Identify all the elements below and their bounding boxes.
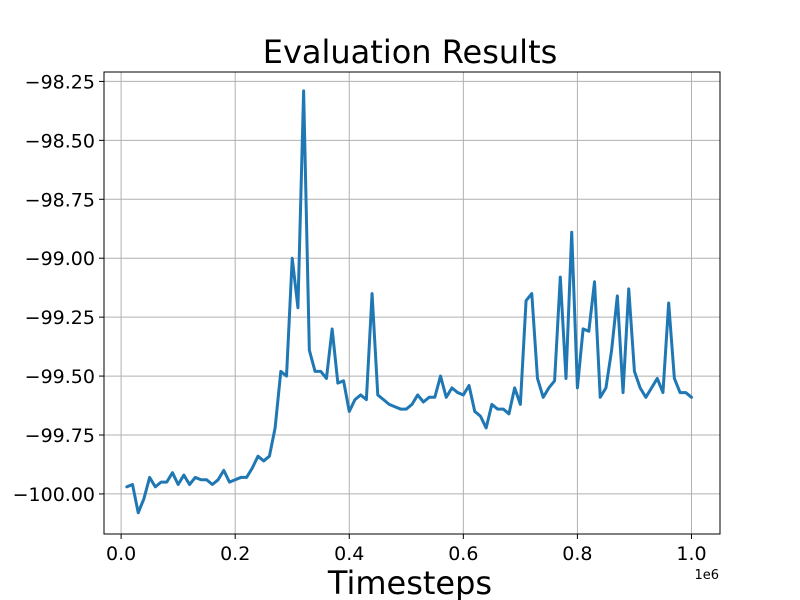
y-tick-label: −98.75 (25, 189, 95, 211)
chart-title: Evaluation Results (263, 33, 558, 71)
plot-frame (103, 71, 721, 535)
y-tick-label: −99.25 (25, 307, 95, 329)
x-tick-label: 0.2 (220, 543, 250, 565)
x-axis-label: Timesteps (327, 564, 492, 600)
x-tick-label: 1.0 (676, 543, 706, 565)
y-tick-label: −99.00 (25, 248, 95, 270)
x-tick-label: 0.6 (448, 543, 478, 565)
x-tick-label: 0.8 (562, 543, 592, 565)
x-axis: 0.0 0.2 0.4 0.6 0.8 1.0 (106, 534, 707, 565)
y-tick-label: −99.75 (25, 425, 95, 447)
x-tick-label: 0.4 (334, 543, 364, 565)
y-axis: −98.25 −98.50 −98.75 −99.00 −99.25 −99.50 −99.… (13, 71, 104, 506)
y-tick-label: −98.50 (25, 130, 95, 152)
y-tick-label: −99.50 (25, 366, 95, 388)
x-tick-label: 0.0 (106, 543, 136, 565)
x-offset-label: 1e6 (694, 568, 719, 583)
y-tick-label: −100.00 (13, 484, 95, 506)
series-line (125, 89, 693, 515)
grid (104, 72, 720, 534)
series-line-group (125, 89, 693, 515)
y-tick-label: −98.25 (25, 71, 95, 93)
